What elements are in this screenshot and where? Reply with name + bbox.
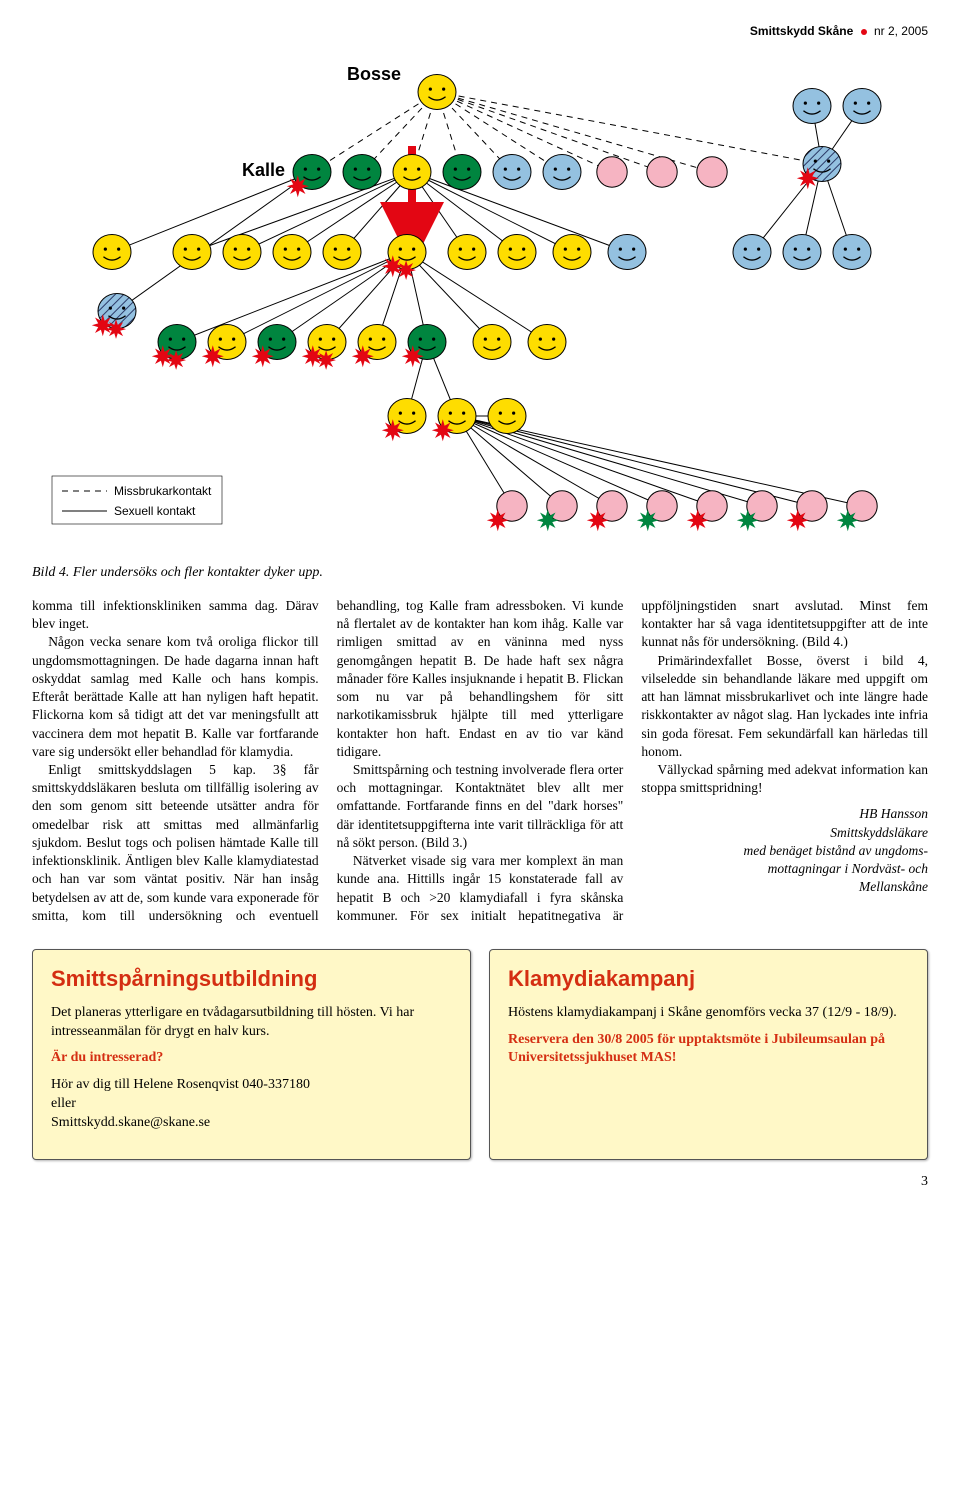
contact-node xyxy=(287,155,331,198)
contact-node xyxy=(793,89,831,124)
contact-node xyxy=(787,491,827,532)
contact-network-diagram: Bosse Kalle Missbrukarkontakt Sexuell konta… xyxy=(32,46,928,546)
article-paragraph: Smittspårning och testning involverade f… xyxy=(337,761,624,852)
page-number: 3 xyxy=(32,1174,928,1190)
contact-node xyxy=(393,155,431,190)
contact-node xyxy=(173,235,211,270)
training-box-contact: Hör av dig till Helene Rosenqvist 040-33… xyxy=(51,1076,452,1133)
contact-node xyxy=(687,491,727,532)
training-box-text1: Det planeras ytterligare en tvådagarsutb… xyxy=(51,1004,452,1042)
contact-node xyxy=(597,157,627,187)
contact-node xyxy=(448,235,486,270)
page-header: Smittskydd Skåne nr 2, 2005 xyxy=(32,24,928,38)
contact-node xyxy=(487,491,527,532)
contact-node xyxy=(223,235,261,270)
contact-node xyxy=(92,294,136,339)
figure-caption: Bild 4. Fler undersöks och fler kontakte… xyxy=(32,565,928,581)
journal-name: Smittskydd Skåne xyxy=(750,24,853,38)
contact-node xyxy=(493,155,531,190)
kalle-label: Kalle xyxy=(242,160,285,180)
contact-node xyxy=(402,325,446,368)
bosse-label: Bosse xyxy=(347,64,401,84)
contact-node xyxy=(553,235,591,270)
contact-node xyxy=(418,75,456,110)
contact-node xyxy=(498,235,536,270)
contact-node xyxy=(608,235,646,270)
training-box-title: Smittspårningsutbildning xyxy=(51,964,452,994)
contact-node xyxy=(323,235,361,270)
contact-node xyxy=(252,325,296,368)
article-paragraph: komma till infektionskliniken samma dag.… xyxy=(32,597,319,633)
contact-node xyxy=(202,325,246,368)
contact-node xyxy=(797,147,841,190)
contact-node xyxy=(637,491,677,532)
contact-node xyxy=(843,89,881,124)
contact-node xyxy=(352,325,396,368)
contact-node xyxy=(587,491,627,532)
contact-node xyxy=(93,235,131,270)
contact-node xyxy=(733,235,771,270)
contact-node xyxy=(528,325,566,360)
article-byline: HB HanssonSmittskyddsläkaremed benäget b… xyxy=(641,805,928,896)
article-body: komma till infektionskliniken samma dag.… xyxy=(32,597,928,925)
diagram-legend: Missbrukarkontakt Sexuell kontakt xyxy=(52,476,222,524)
contact-node xyxy=(152,325,196,370)
training-box-question: Är du intresserad? xyxy=(51,1050,163,1065)
contact-node xyxy=(783,235,821,270)
header-dot-icon xyxy=(861,29,867,35)
contact-node xyxy=(473,325,511,360)
contact-node xyxy=(697,157,727,187)
campaign-box: Klamydiakampanj Höstens klamydiakampanj … xyxy=(489,949,928,1160)
article-paragraph: Primärindexfallet Bosse, överst i bild 4… xyxy=(641,652,928,761)
contact-node xyxy=(443,155,481,190)
contact-node xyxy=(833,235,871,270)
contact-node xyxy=(543,155,581,190)
article-paragraph: Någon vecka senare kom två oroliga flick… xyxy=(32,633,319,761)
campaign-box-text1: Höstens klamydiakampanj i Skåne genomför… xyxy=(508,1004,909,1023)
article-paragraph: Vällyckad spårning med adekvat informati… xyxy=(641,761,928,797)
contact-node xyxy=(647,157,677,187)
contact-node xyxy=(382,399,426,442)
contact-node xyxy=(737,491,777,532)
contact-node xyxy=(537,491,577,532)
training-box: Smittspårningsutbildning Det planeras yt… xyxy=(32,949,471,1160)
campaign-box-accent: Reservera den 30/8 2005 för upptaktsmöte… xyxy=(508,1031,909,1069)
contact-node xyxy=(273,235,311,270)
svg-text:Missbrukarkontakt: Missbrukarkontakt xyxy=(114,484,212,498)
svg-text:Sexuell kontakt: Sexuell kontakt xyxy=(114,504,196,518)
contact-node xyxy=(432,399,476,442)
contact-node xyxy=(837,491,877,532)
campaign-box-title: Klamydiakampanj xyxy=(508,964,909,994)
issue-number: nr 2, 2005 xyxy=(874,24,928,38)
contact-node xyxy=(488,399,526,434)
contact-node xyxy=(302,325,346,370)
contact-node xyxy=(343,155,381,190)
